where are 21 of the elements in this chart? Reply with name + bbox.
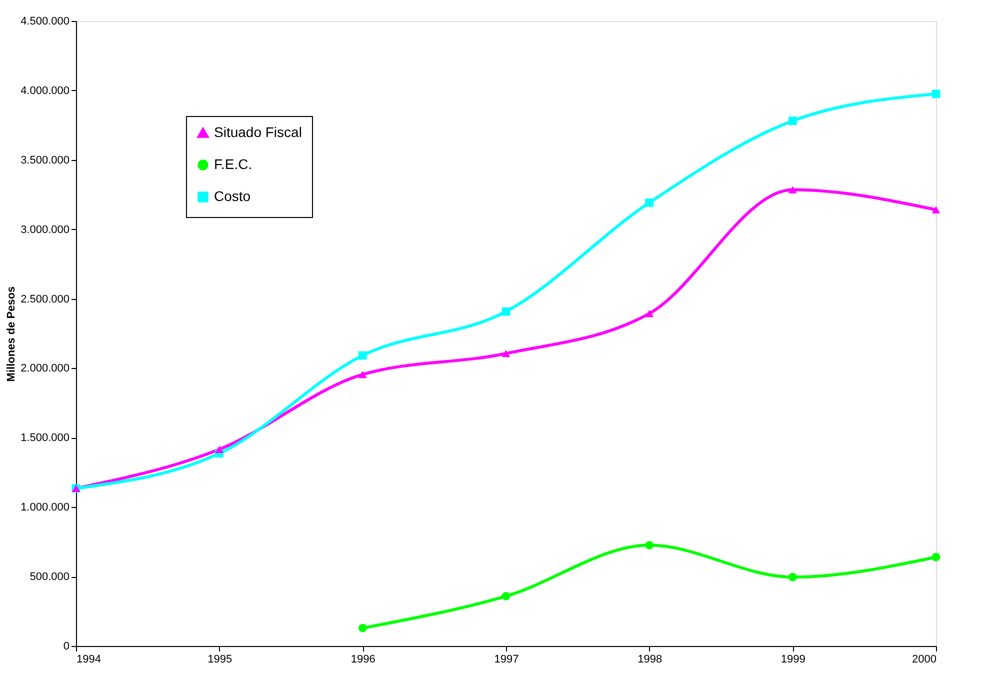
y-axis-title: Millones de Pesos [6,286,18,382]
y-tick-label: 2.500.000 [20,293,70,306]
y-tick-label: 3.500.000 [20,154,70,166]
x-tick-label: 1995 [208,654,232,666]
x-tick-label: 1998 [638,654,662,666]
y-tick-label: 1.000.000 [20,502,70,514]
y-tick-label: 4.000.000 [20,84,70,97]
legend-label: F.E.C. [214,156,252,172]
y-tick-label: 4.500.000 [20,16,70,28]
y-tick-label: 3.000.000 [20,224,70,236]
y-tick-label: 2.000.000 [20,362,70,375]
x-tick-label: 1999 [780,654,806,666]
x-tick-label: 1996 [350,654,376,666]
y-tick-label: 0 [63,640,70,652]
legend-label: Costo [214,188,251,204]
legend-label: Situado Fiscal [214,124,302,140]
x-tick-label: 2000 [912,654,936,666]
x-tick-label: 1997 [494,654,519,666]
y-tick-label: 1.500.000 [20,432,70,444]
y-tick-label: 500.000 [30,571,70,584]
x-tick-label: 1994 [76,654,101,666]
